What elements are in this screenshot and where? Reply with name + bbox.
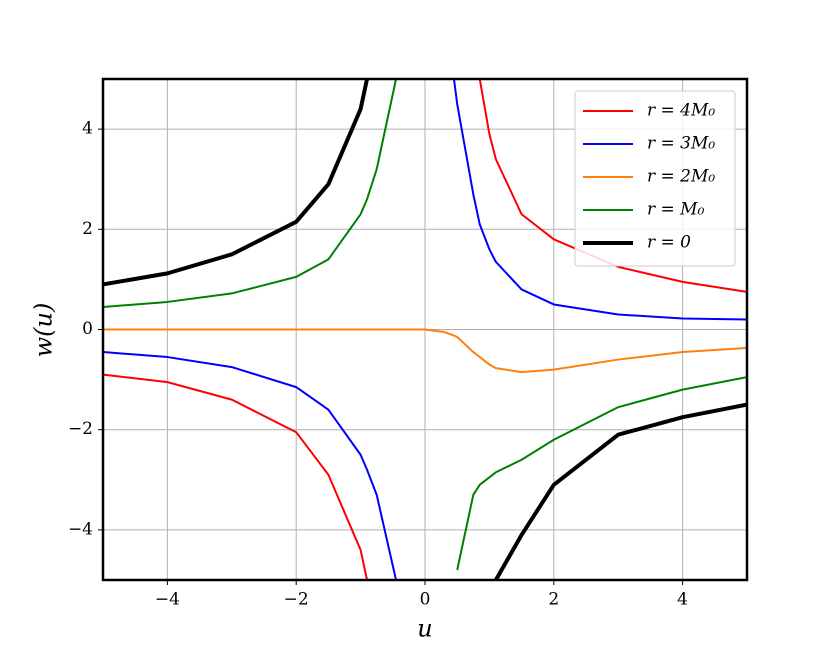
x-axis-label: u: [417, 615, 432, 643]
series-line: [103, 79, 747, 571]
legend-label: r = 3M₀: [647, 134, 715, 154]
x-tick-label: 0: [420, 590, 431, 610]
x-tick-label: −4: [155, 590, 180, 610]
series-line: [103, 79, 747, 580]
y-tick-label: 4: [82, 119, 93, 139]
y-tick-label: −2: [68, 419, 93, 439]
legend-label: r = 2M₀: [647, 167, 715, 187]
y-axis-label: w(u): [30, 303, 58, 358]
y-tick-label: 0: [82, 319, 93, 339]
x-tick-label: 4: [677, 590, 688, 610]
legend-label: r = M₀: [647, 200, 705, 220]
series-line: [103, 79, 747, 580]
y-tick-label: −4: [68, 519, 93, 539]
legend-label: r = 0: [647, 233, 691, 253]
series-line: [103, 79, 747, 580]
y-tick-label: 2: [82, 219, 93, 239]
series-line: [103, 328, 747, 374]
plot-frame: [101, 77, 749, 582]
legend-label: r = 4M₀: [647, 101, 715, 121]
x-tick-label: 2: [548, 590, 559, 610]
legend-box: [574, 90, 736, 267]
x-tick-label: −2: [284, 590, 309, 610]
